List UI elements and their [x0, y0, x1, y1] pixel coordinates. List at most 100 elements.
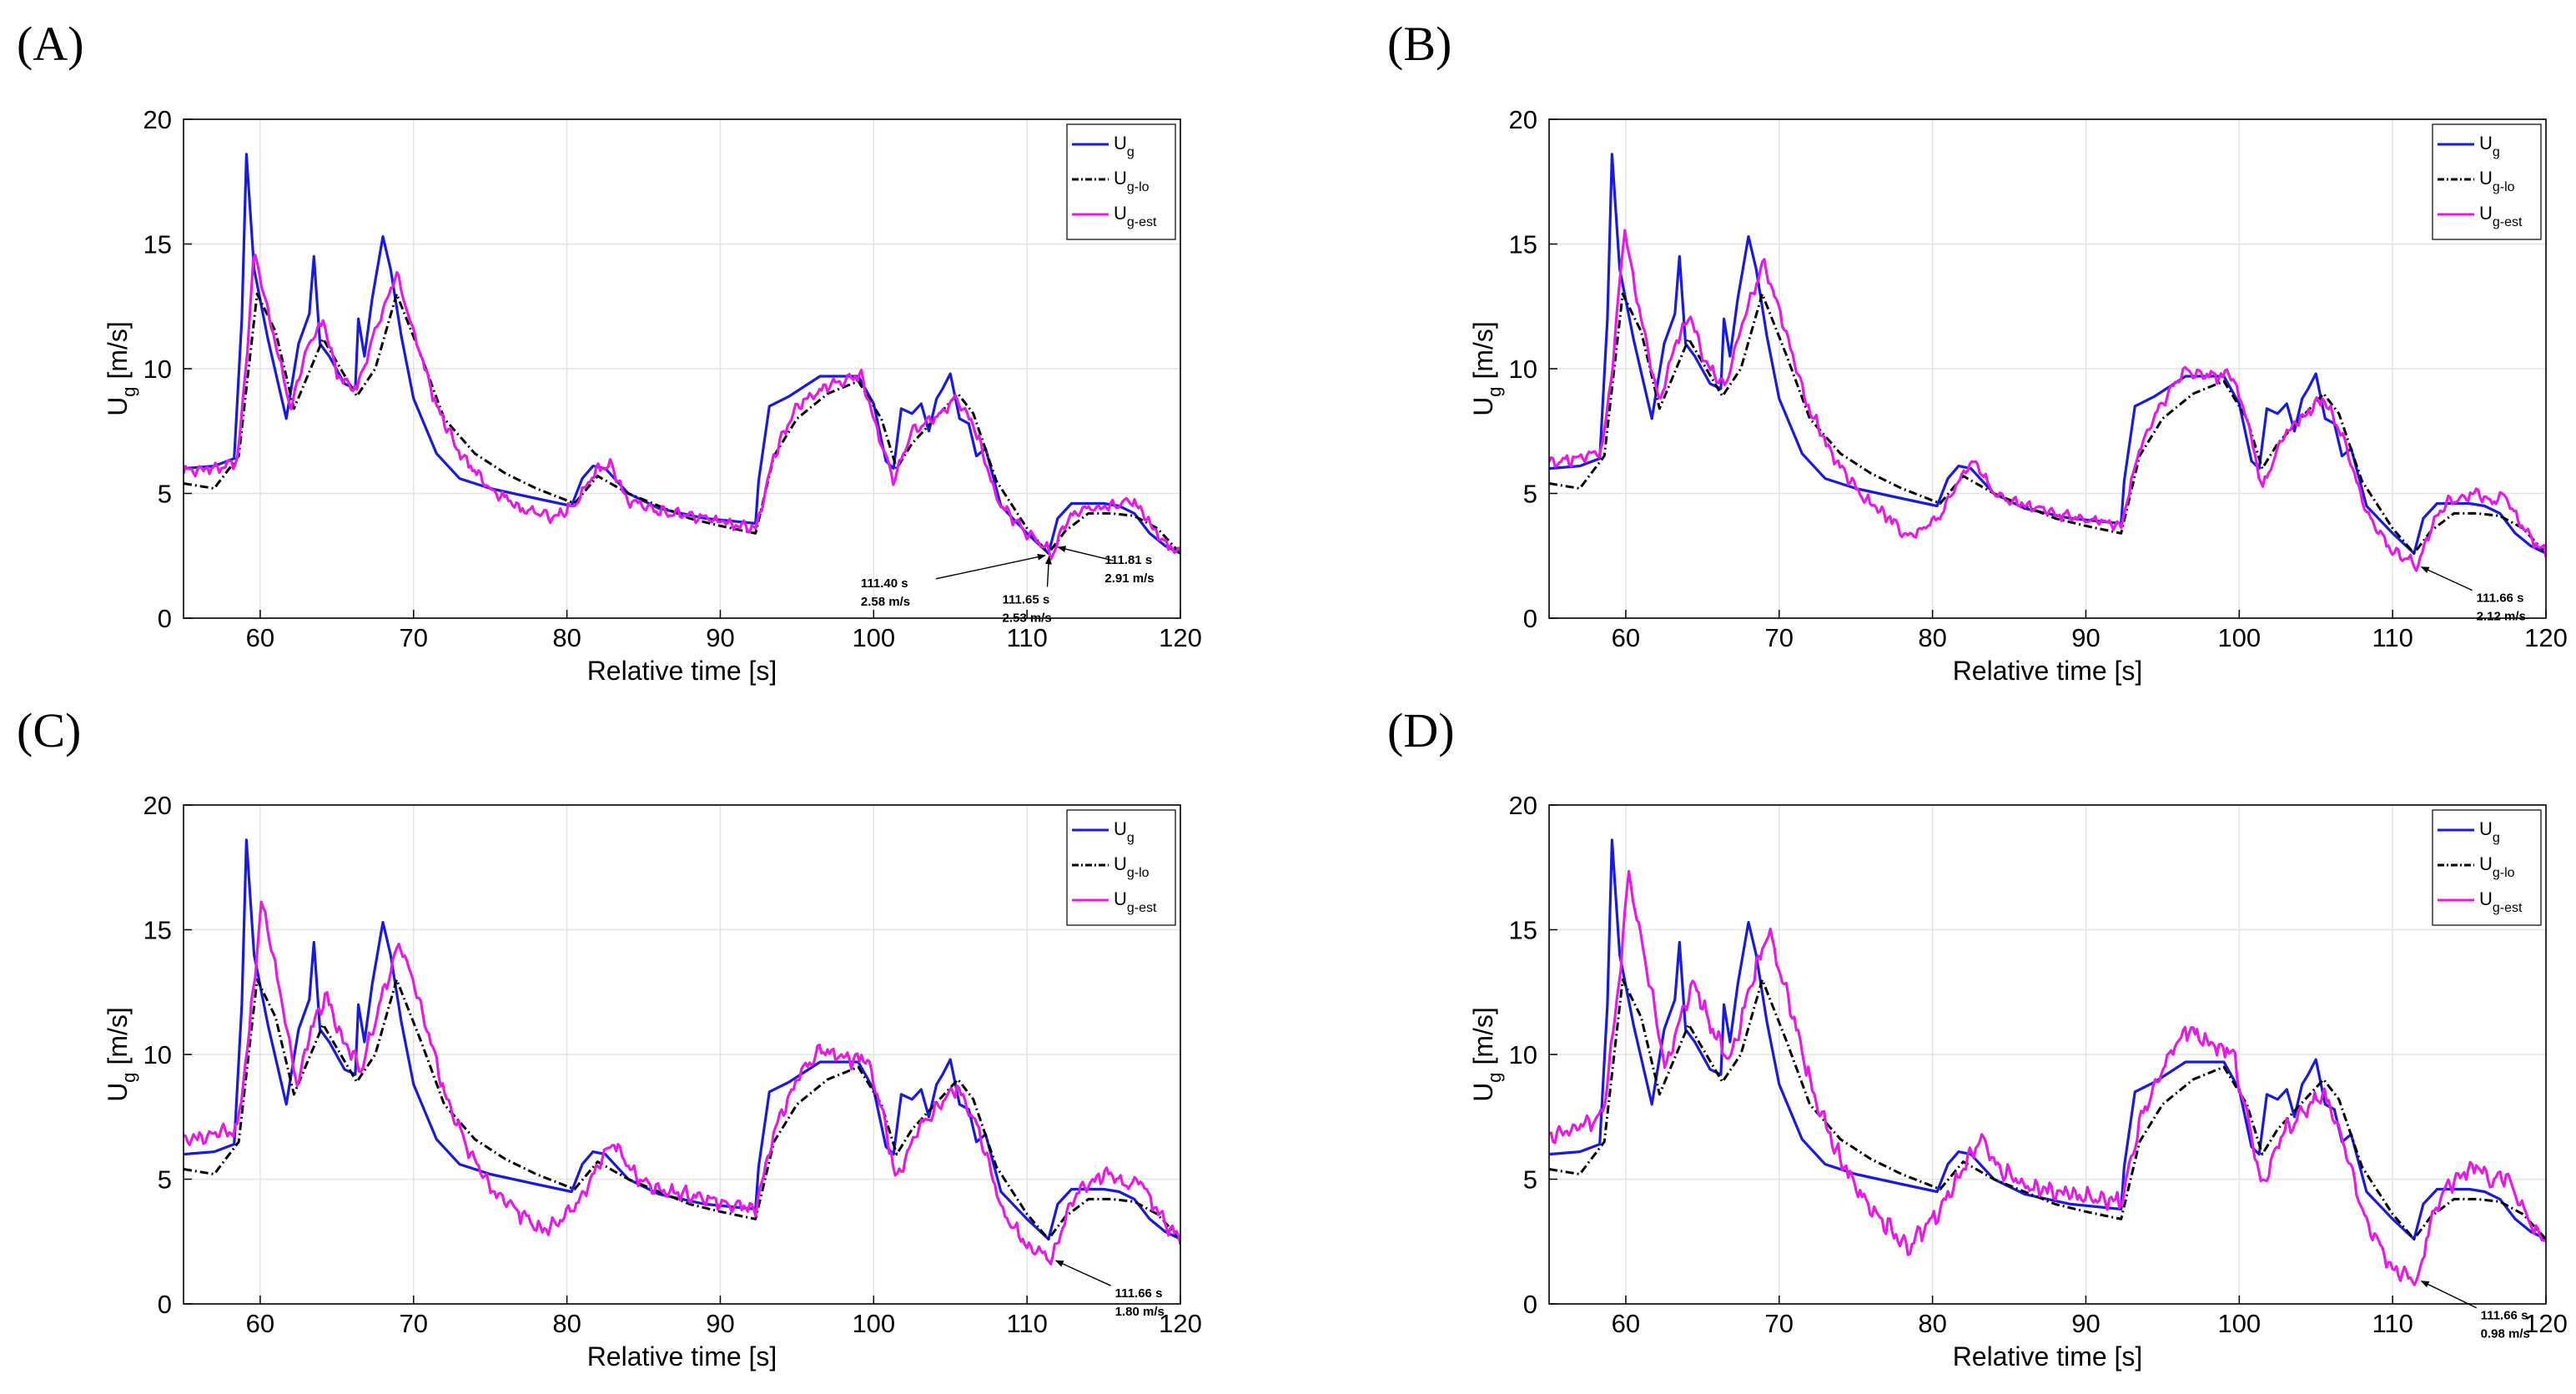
- annotation-arrow: [2420, 566, 2473, 591]
- legend-label-main: U: [1114, 818, 1127, 839]
- series-line-g: [1549, 838, 2546, 1241]
- legend-label-main: U: [1114, 133, 1127, 153]
- x-tick-label: 110: [2372, 623, 2412, 652]
- series-line-g-est: [184, 900, 1180, 1266]
- legend-label-sub: g-est: [2493, 215, 2523, 229]
- x-tick-label: 110: [2372, 1309, 2412, 1338]
- legend-label-g: Ug: [2479, 133, 2500, 159]
- legend-label-g-lo: Ug-lo: [2479, 168, 2515, 194]
- x-tick-label: 120: [1159, 1309, 1202, 1338]
- y-tick-label: 5: [158, 1165, 172, 1195]
- legend-label-g-est: Ug-est: [2479, 888, 2523, 915]
- annotation-speed: 0.98 m/s: [2481, 1327, 2530, 1341]
- x-tick-label: 60: [1612, 623, 1640, 652]
- panel-c: (C) 60 70 80 90 100 110 120 0 5 10 15 20 Relative tim…: [17, 703, 1202, 1371]
- y-tick-label: 20: [1509, 791, 1537, 820]
- y-axis-title-main: U: [103, 1083, 133, 1102]
- legend-label-sub: g-lo: [1127, 180, 1150, 194]
- y-tick-label: 5: [1523, 480, 1537, 509]
- y-axis-title-unit: [m/s]: [103, 1007, 133, 1072]
- series-line-g-lo: [1549, 292, 2546, 555]
- y-axis-title-main: U: [103, 397, 133, 416]
- x-tick-label: 80: [552, 1309, 581, 1338]
- legend-label-sub: g-lo: [2493, 866, 2515, 880]
- y-tick-label: 5: [1523, 1165, 1537, 1195]
- y-axis-title-unit: [m/s]: [1468, 1007, 1498, 1072]
- x-tick-label: 70: [1765, 623, 1794, 652]
- y-tick-label: 0: [158, 604, 172, 633]
- panel-b: (B) 60 70 80 90 100 110 120 0 5 10 15 20 Relative tim…: [1387, 17, 2568, 686]
- panel-label: (B): [1387, 17, 1452, 71]
- x-tick-label: 120: [2524, 1309, 2568, 1338]
- legend-label-main: U: [1114, 168, 1127, 189]
- annotation-speed: 2.12 m/s: [2477, 610, 2526, 624]
- y-tick-label: 15: [143, 230, 172, 259]
- legend-label-main: U: [2479, 818, 2493, 839]
- annotation-speed: 2.58 m/s: [861, 595, 910, 609]
- annotation-time: 111.40 s: [861, 576, 908, 591]
- series-line-g-est: [184, 254, 1180, 561]
- annotation-arrow: [935, 553, 1046, 580]
- series-line-g-est: [1549, 229, 2546, 572]
- x-tick-label: 90: [2071, 623, 2100, 652]
- y-tick-label: 20: [143, 791, 172, 820]
- x-tick-label: 100: [852, 1309, 895, 1338]
- annotation-speed: 1.80 m/s: [1115, 1305, 1165, 1319]
- y-tick-label: 10: [1509, 355, 1537, 384]
- panel-label: (A): [17, 17, 84, 71]
- annotation-speed: 2.91 m/s: [1104, 571, 1154, 586]
- y-tick-label: 20: [1509, 105, 1537, 134]
- panel-d: (D) 60 70 80 90 100 110 120 0 5 10 15 20 Relative tim…: [1387, 703, 2568, 1371]
- y-tick-label: 15: [143, 916, 172, 945]
- y-axis-title-sub: g: [1484, 1072, 1505, 1082]
- x-tick-label: 120: [1159, 623, 1202, 652]
- y-tick-label: 15: [1509, 230, 1537, 259]
- series-line-g-est: [1549, 869, 2546, 1286]
- x-axis-title: Relative time [s]: [1953, 656, 2143, 686]
- y-axis-title: Ug [m/s]: [1468, 321, 1505, 416]
- annotation-time: 111.65 s: [1002, 592, 1049, 606]
- annotation-arrow: [1054, 1260, 1111, 1286]
- x-tick-label: 110: [1006, 1309, 1047, 1338]
- legend-label-sub: g: [2493, 145, 2500, 159]
- x-tick-label: 70: [400, 623, 428, 652]
- x-tick-label: 60: [1612, 1309, 1640, 1338]
- legend-label-g-lo: Ug-lo: [2479, 853, 2515, 880]
- legend-label-g-est: Ug-est: [1114, 888, 1157, 915]
- legend-label-sub: g: [1127, 831, 1135, 845]
- x-tick-label: 110: [1006, 623, 1047, 652]
- legend-label-g-lo: Ug-lo: [1114, 168, 1150, 194]
- x-tick-label: 70: [1765, 1309, 1794, 1338]
- legend-label-main: U: [2479, 133, 2493, 153]
- annotation-time: 111.66 s: [2477, 591, 2524, 606]
- x-tick-label: 90: [2071, 1309, 2100, 1338]
- y-axis-title-sub: g: [118, 1072, 139, 1082]
- x-tick-label: 60: [246, 1309, 274, 1338]
- panel-a: (A) 60 70 80 90 100 110 120 0 5 10 15 20 Relative tim…: [17, 17, 1202, 686]
- x-axis-title: Relative time [s]: [1953, 1341, 2143, 1371]
- legend-label-g-est: Ug-est: [2479, 203, 2523, 229]
- y-axis-title-main: U: [1468, 397, 1498, 416]
- x-tick-label: 70: [400, 1309, 428, 1338]
- legend-label-g-lo: Ug-lo: [1114, 853, 1150, 880]
- legend-label-sub: g-lo: [2493, 180, 2515, 194]
- y-tick-label: 15: [1509, 916, 1537, 945]
- y-tick-label: 0: [1523, 604, 1537, 633]
- legend-label-g: Ug: [2479, 818, 2500, 845]
- annotation-time: 111.66 s: [1115, 1286, 1163, 1301]
- y-tick-label: 0: [158, 1290, 172, 1319]
- x-tick-label: 100: [2217, 623, 2261, 652]
- y-tick-label: 20: [143, 105, 172, 134]
- series-line-g-lo: [1549, 978, 2546, 1241]
- y-axis-title: Ug [m/s]: [1468, 1007, 1505, 1102]
- annotation-time: 111.81 s: [1104, 553, 1152, 567]
- legend-label-sub: g-est: [1127, 901, 1157, 915]
- legend-label-sub: g: [1127, 145, 1135, 159]
- annotation-arrow: [1057, 546, 1114, 561]
- y-axis-title-main: U: [1468, 1083, 1498, 1102]
- x-tick-label: 100: [852, 623, 895, 652]
- x-tick-label: 60: [246, 623, 274, 652]
- annotation-arrow: [2420, 1281, 2477, 1309]
- legend-label-main: U: [2479, 853, 2493, 874]
